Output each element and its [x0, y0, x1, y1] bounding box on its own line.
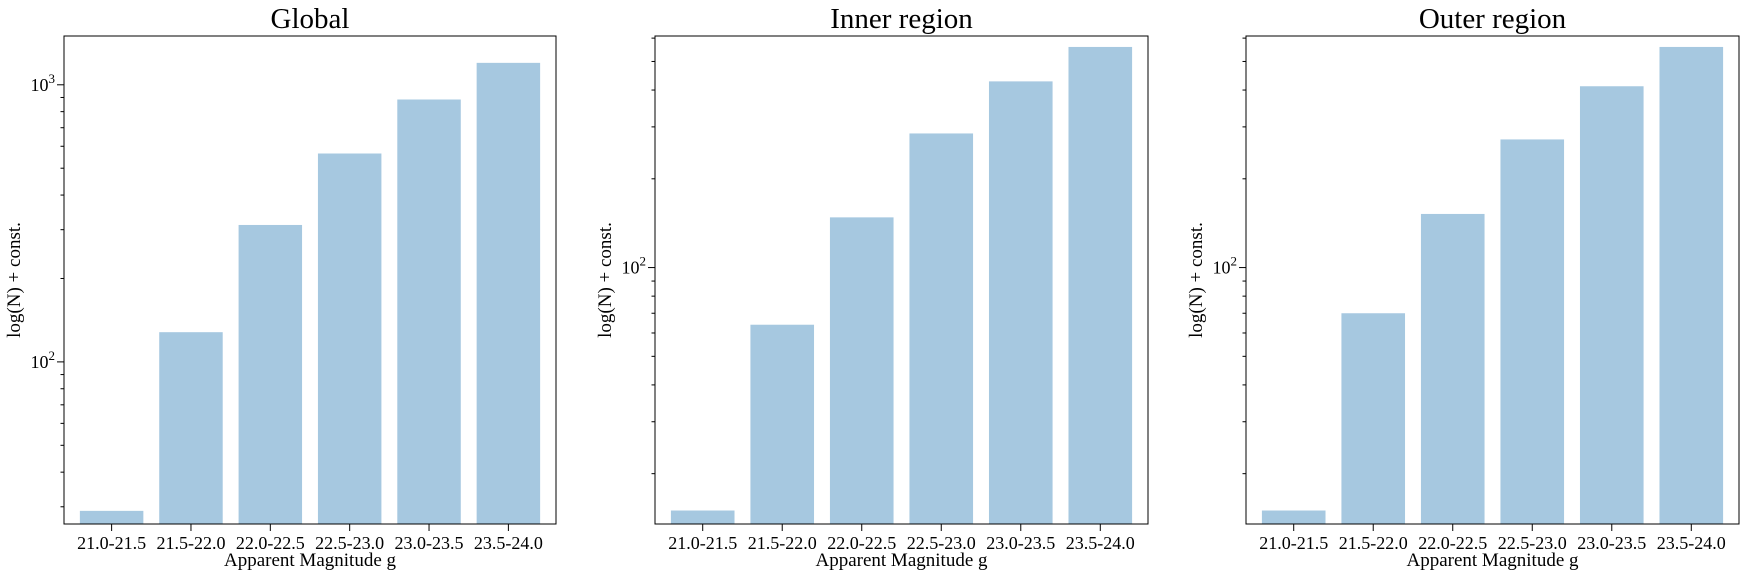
x-tick-label: 23.0-23.5	[1577, 533, 1646, 553]
bar-22.5-23.0	[317, 153, 382, 525]
bar-21.0-21.5	[1261, 510, 1326, 524]
y-tick-label: 102	[1213, 254, 1238, 278]
bar-21.5-22.0	[750, 324, 815, 524]
bar-23.0-23.5	[1579, 86, 1644, 524]
x-tick-label: 23.0-23.5	[986, 533, 1055, 553]
x-tick-label: 21.0-21.5	[77, 533, 146, 553]
x-tick-label: 22.0-22.5	[1418, 533, 1487, 553]
bar-22.5-23.0	[909, 133, 974, 524]
bar-22.5-23.0	[1500, 139, 1565, 524]
chart-panel-1: 102 103 21.0-21.5 21.5-22.0 22.0-22.5 22.5-23…	[4, 3, 557, 571]
y-tick-label: 102	[31, 348, 56, 372]
x-tick-label: 22.5-23.0	[1498, 533, 1567, 553]
chart-title: Global	[271, 3, 350, 35]
x-tick-label: 23.5-24.0	[1657, 533, 1726, 553]
bar-23.0-23.5	[988, 81, 1053, 524]
x-tick-label: 21.5-22.0	[1339, 533, 1408, 553]
x-tick-label: 22.0-22.5	[827, 533, 896, 553]
x-tick-label: 22.0-22.5	[236, 533, 305, 553]
plot-frame	[1245, 35, 1740, 525]
x-tick-label: 23.5-24.0	[474, 533, 543, 553]
bar-21.5-22.0	[1341, 313, 1406, 524]
bar-23.5-24.0	[1068, 46, 1133, 524]
x-tick-label: 23.0-23.5	[395, 533, 464, 553]
y-tick-label: 102	[622, 254, 647, 278]
x-tick-label: 22.5-23.0	[907, 533, 976, 553]
bar-22.0-22.5	[238, 224, 303, 525]
y-axis-label: log(N) + const.	[1186, 222, 1207, 338]
y-axis-label: log(N) + const.	[4, 222, 25, 338]
x-axis-label: Apparent Magnitude g	[1406, 550, 1579, 571]
y-tick-label: 103	[31, 71, 56, 95]
bar-23.5-24.0	[476, 62, 541, 524]
x-tick-label: 21.0-21.5	[668, 533, 737, 553]
bar-22.0-22.5	[1420, 213, 1485, 524]
y-axis-label: log(N) + const.	[595, 222, 616, 338]
bar-23.5-24.0	[1659, 46, 1724, 524]
bar-21.0-21.5	[79, 510, 144, 524]
x-axis-label: Apparent Magnitude g	[815, 550, 988, 571]
x-tick-label: 21.0-21.5	[1259, 533, 1328, 553]
bar-21.0-21.5	[670, 510, 735, 524]
chart-title: Inner region	[830, 3, 973, 35]
plot-frame	[654, 35, 1149, 525]
chart-panel-3: 102 21.0-21.5 21.5-22.0 22.0-22.5 22.5-23.0 2…	[1186, 3, 1740, 571]
plot-frame	[63, 35, 557, 525]
x-tick-label: 21.5-22.0	[156, 533, 225, 553]
bar-21.5-22.0	[159, 332, 223, 524]
x-axis-label: Apparent Magnitude g	[224, 550, 397, 571]
bar-22.0-22.5	[829, 217, 894, 524]
chart-panel-2: 102 21.0-21.5 21.5-22.0 22.0-22.5 22.5-23.0 2…	[595, 3, 1149, 571]
bar-23.0-23.5	[397, 99, 461, 524]
x-tick-label: 21.5-22.0	[748, 533, 817, 553]
x-tick-label: 23.5-24.0	[1066, 533, 1135, 553]
chart-title: Outer region	[1419, 3, 1567, 35]
x-tick-label: 22.5-23.0	[315, 533, 384, 553]
